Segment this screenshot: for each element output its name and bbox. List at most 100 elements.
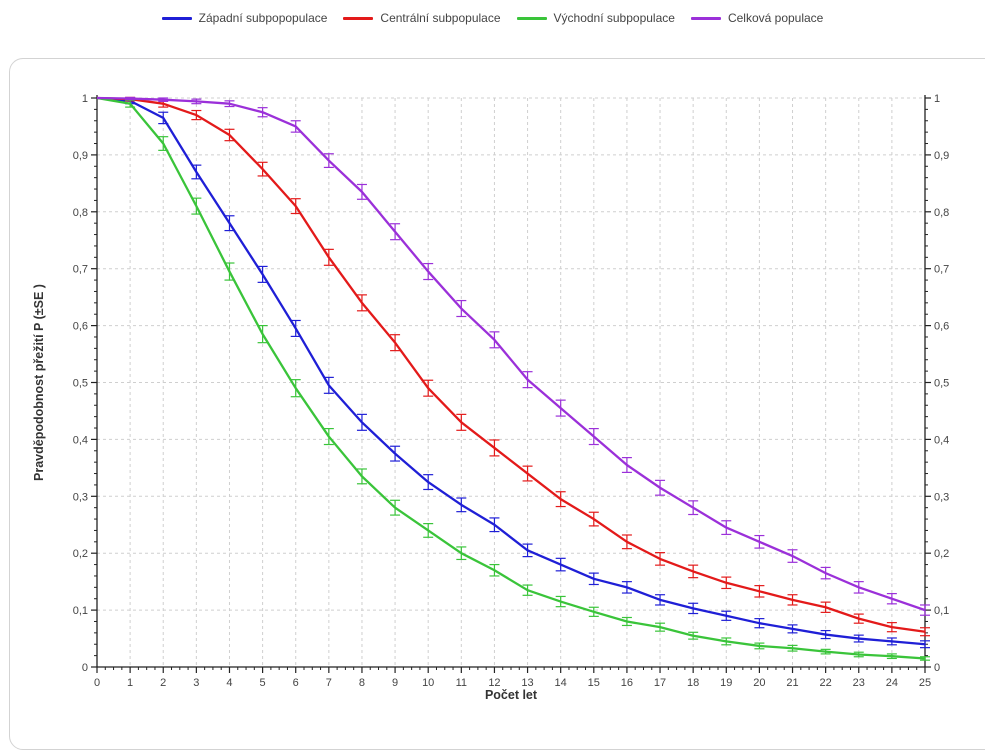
error-bar [356,468,367,485]
error-bar [853,581,864,594]
error-bar [423,262,434,281]
error-bar [920,627,930,637]
error-bar [489,439,500,457]
x-tick-label: 17 [654,677,666,689]
error-bar [721,610,732,621]
error-bar [224,215,235,232]
error-bar [191,109,202,121]
x-tick-label: 10 [422,677,434,689]
x-tick-label: 19 [720,677,732,689]
y-tick-label-left: 0,4 [73,434,88,446]
error-bar [356,183,367,200]
y-tick-label-right: 0,2 [934,548,949,560]
error-bar [522,371,533,389]
y-tick-label-right: 0,7 [934,264,949,276]
legend-label: Celková populace [727,11,824,25]
error-bar [390,445,401,462]
y-tick-label-right: 0,3 [934,491,949,503]
error-bar [456,413,467,431]
y-axis-title: Pravděpodobnost přežití P (±SE ) [32,284,46,481]
x-tick-label: 24 [886,677,898,689]
error-bar [754,642,765,650]
error-bar [886,653,897,660]
error-bar [224,128,235,142]
error-bar [158,97,169,103]
error-bar [920,656,930,661]
error-bar [290,198,301,215]
legend-item-1: Centrální subpopulace [343,11,501,25]
error-bar [323,248,334,266]
series-0 [96,96,930,649]
error-bar [290,379,301,398]
x-tick-label: 11 [456,677,467,689]
error-bar [158,136,169,151]
x-tick-label: 7 [326,677,332,689]
error-bar [853,613,864,624]
x-tick-label: 1 [127,677,133,689]
series-line-1 [96,96,926,633]
error-bar [886,622,897,633]
legend-item-0: Západní subpopopulace [161,11,328,25]
error-bar [356,294,367,312]
y-tick-label-right: 0,9 [934,150,949,162]
error-bar [356,413,367,431]
error-bar [621,457,632,474]
x-tick-label: 18 [687,677,699,689]
error-bar [191,98,202,105]
error-bar [290,120,301,133]
error-bar [820,629,831,640]
y-tick-label-left: 0,5 [73,378,88,390]
y-tick-label-left: 0,6 [73,321,88,333]
y-tick-label-right: 0,1 [934,605,949,617]
error-bar [721,520,732,536]
chart-legend: Západní subpopopulace Centrální subpopula… [0,6,985,30]
error-bar [688,500,699,516]
legend-label: Západní subpopopulace [198,11,328,25]
x-tick-label: 23 [853,677,865,689]
x-tick-label: 22 [820,677,832,689]
error-bar [423,474,434,491]
error-bar [456,546,467,561]
y-tick-label-left: 0,3 [73,491,88,503]
error-bar [588,427,599,446]
x-tick-label: 14 [555,677,567,689]
error-bar [787,644,798,652]
error-bar [555,491,566,508]
grid-lines [97,97,926,667]
y-tick-label-right: 0,8 [934,207,949,219]
error-bar [522,543,533,558]
y-tick-label-left: 0,2 [73,548,88,560]
error-bar [920,604,930,616]
error-bar [522,584,533,596]
error-bar [787,549,798,563]
y-tick-label-right: 0,4 [934,434,949,446]
error-bar [655,479,666,496]
error-bar [820,566,831,580]
x-tick-label: 16 [621,677,633,689]
x-tick-label: 0 [94,677,100,689]
error-bar [224,100,235,108]
error-bar [721,576,732,590]
series-line-0 [96,96,926,646]
error-bar [191,164,202,180]
x-tick-label: 25 [919,677,931,689]
x-tick-label: 5 [260,677,266,689]
error-bar [522,465,533,482]
error-bar [125,96,136,101]
legend-label: Východní subpopulace [553,11,675,25]
chart-canvas: 0 00,1 0,10,2 0,20,3 0,30,4 0,40,5 0,50,6 0,60,… [32,93,949,702]
axes: 0 00,1 0,10,2 0,20,3 0,30,4 0,40,5 0,50,6 0,60,… [32,93,949,702]
series-3 [96,96,930,616]
error-bar [290,319,301,338]
legend-swatch [343,16,374,20]
x-tick-label: 13 [521,677,533,689]
error-bar [588,606,599,617]
error-bar [390,223,401,241]
error-bar [423,523,434,538]
error-bar [853,651,864,658]
x-axis-title: Počet let [485,688,538,702]
error-bar [853,634,864,643]
series-2 [96,96,930,661]
error-bar [191,197,202,215]
y-tick-label-left: 0,9 [73,150,88,162]
